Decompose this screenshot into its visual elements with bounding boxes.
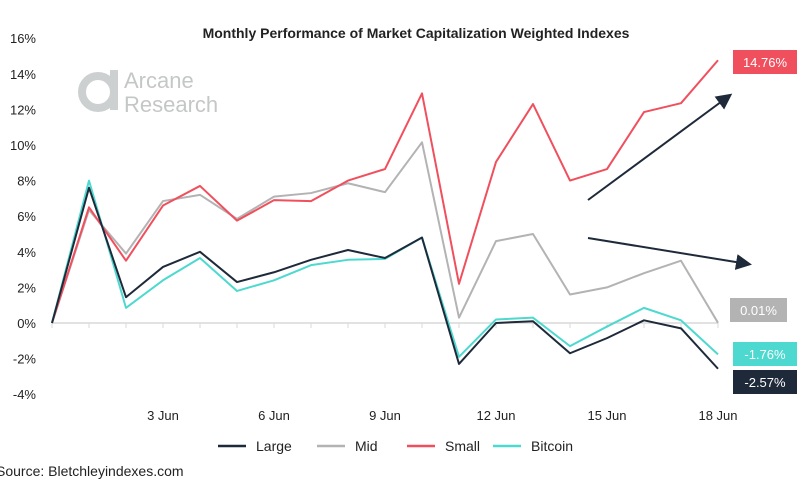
legend-label-bitcoin: Bitcoin xyxy=(531,438,573,454)
series-line-bitcoin xyxy=(51,179,719,358)
y-tick-label: -4% xyxy=(13,387,37,402)
watermark-text-1: Arcane xyxy=(124,68,194,93)
series-line-mid xyxy=(51,141,719,324)
legend-label-large: Large xyxy=(256,438,292,454)
source-note: Source: Bletchleyindexes.com xyxy=(0,463,184,479)
series-line-large xyxy=(51,186,719,370)
y-tick-label: 14% xyxy=(10,67,36,82)
end-label-box-small xyxy=(733,50,797,74)
y-tick-label: 2% xyxy=(17,280,36,295)
y-tick-label: -2% xyxy=(13,352,37,367)
end-label-box-bitcoin xyxy=(733,342,797,366)
watermark-text-2: Research xyxy=(124,92,218,117)
trend-arrows xyxy=(587,93,752,270)
watermark-logo: Arcane Research xyxy=(78,68,218,117)
y-tick-label: 4% xyxy=(17,245,36,260)
x-tick-label: 6 Jun xyxy=(258,408,290,423)
y-tick-label: 0% xyxy=(17,316,36,331)
series-line-small xyxy=(51,59,719,324)
y-tick-label: 8% xyxy=(17,174,36,189)
end-label-box-large xyxy=(733,370,797,394)
end-label-box-mid xyxy=(730,298,787,322)
down-arrow xyxy=(587,237,752,270)
y-tick-label: 16% xyxy=(10,31,36,46)
up-arrow xyxy=(587,93,733,201)
x-tick-label: 18 Jun xyxy=(698,408,737,423)
legend-label-small: Small xyxy=(445,438,480,454)
end-label-mid: 0.01% xyxy=(740,303,777,318)
x-tick-label: 15 Jun xyxy=(587,408,626,423)
y-tick-label: 6% xyxy=(17,209,36,224)
legend-label-mid: Mid xyxy=(355,438,378,454)
x-tick-label: 9 Jun xyxy=(369,408,401,423)
x-tick-label: 12 Jun xyxy=(476,408,515,423)
y-tick-label: 12% xyxy=(10,102,36,117)
y-tick-label: 10% xyxy=(10,138,36,153)
end-label-small: 14.76% xyxy=(743,55,788,70)
x-tick-label: 3 Jun xyxy=(147,408,179,423)
chart-title: Monthly Performance of Market Capitaliza… xyxy=(203,25,630,41)
end-label-bitcoin: -1.76% xyxy=(744,347,786,362)
end-label-large: -2.57% xyxy=(744,375,786,390)
